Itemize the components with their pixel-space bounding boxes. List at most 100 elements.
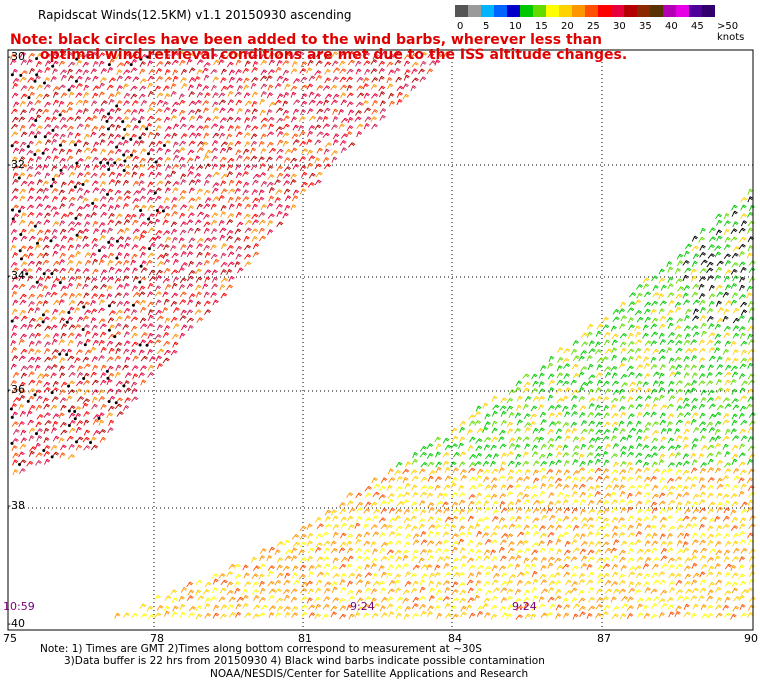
- wind-barb: [330, 84, 338, 91]
- wind-barb: [147, 115, 155, 122]
- wind-barb: [628, 571, 636, 578]
- wind-barb: [235, 253, 242, 260]
- wind-barb: [98, 429, 107, 435]
- wind-barb: [204, 117, 212, 123]
- wind-barb: [636, 556, 644, 563]
- wind-barb: [651, 515, 658, 522]
- wind-barb: [403, 54, 412, 60]
- wind-barb: [154, 235, 162, 242]
- wind-barb: [395, 525, 403, 531]
- wind-barb: [323, 148, 330, 155]
- wind-barb: [132, 355, 139, 362]
- wind-barb: [315, 579, 323, 586]
- contamination-dot: [74, 216, 78, 220]
- wind-barb: [706, 604, 714, 611]
- wind-barb: [627, 557, 635, 564]
- wind-barb: [83, 84, 90, 91]
- wind-barb: [556, 379, 564, 386]
- wind-barb: [228, 596, 236, 603]
- wind-barb: [691, 459, 698, 466]
- contamination-dot: [139, 57, 143, 61]
- wind-barb: [451, 515, 459, 522]
- wind-barb: [147, 227, 155, 234]
- wind-barb: [548, 514, 556, 521]
- wind-barb: [650, 388, 658, 395]
- wind-barb: [211, 573, 219, 579]
- wind-barb: [50, 283, 57, 290]
- wind-barb: [131, 325, 138, 332]
- wind-barb: [108, 133, 115, 140]
- wind-barb: [138, 349, 145, 356]
- wind-barb: [339, 140, 347, 146]
- wind-barb: [67, 389, 76, 395]
- wind-barb: [684, 420, 691, 427]
- wind-barb: [34, 364, 41, 371]
- wind-barb: [42, 300, 49, 307]
- wind-barb: [539, 411, 547, 418]
- contamination-dot: [138, 343, 142, 347]
- wind-barb: [491, 427, 498, 434]
- wind-barb: [82, 436, 90, 443]
- wind-barb: [276, 172, 284, 179]
- wind-barb: [685, 476, 692, 483]
- wind-barb: [188, 91, 195, 98]
- wind-barb: [171, 333, 179, 340]
- wind-barb: [34, 323, 42, 329]
- wind-barb: [290, 157, 298, 164]
- lon-label: 87: [597, 632, 611, 645]
- wind-barb: [74, 164, 81, 171]
- wind-barb: [116, 301, 124, 307]
- wind-barb: [314, 564, 322, 570]
- wind-barb: [212, 76, 219, 83]
- wind-barb: [170, 349, 178, 356]
- wind-barb: [731, 371, 739, 378]
- wind-barb: [20, 109, 27, 116]
- wind-barb: [611, 555, 619, 561]
- wind-barb: [602, 500, 610, 506]
- wind-barb: [419, 76, 427, 83]
- wind-barb: [284, 572, 291, 579]
- wind-barb: [339, 68, 347, 74]
- wind-barb: [364, 492, 372, 499]
- wind-barb: [157, 260, 165, 267]
- wind-barb: [499, 500, 506, 508]
- wind-barb: [322, 613, 329, 620]
- wind-barb: [364, 580, 371, 587]
- wind-barb: [658, 500, 666, 506]
- wind-barb: [724, 340, 732, 347]
- wind-barb: [482, 460, 490, 467]
- wind-barb: [218, 125, 225, 132]
- wind-barb: [741, 508, 748, 515]
- wind-barb: [620, 411, 627, 418]
- wind-barb: [188, 132, 196, 138]
- wind-barb: [379, 91, 386, 98]
- wind-barb: [130, 117, 137, 123]
- wind-barb: [108, 310, 116, 316]
- wind-barb: [92, 187, 100, 193]
- wind-barb: [482, 402, 489, 409]
- wind-barb: [34, 332, 42, 339]
- wind-barb: [548, 421, 556, 427]
- wind-barb: [314, 547, 322, 553]
- wind-barb: [452, 467, 459, 474]
- wind-barb: [196, 317, 204, 323]
- wind-barb: [523, 570, 530, 577]
- wind-barb: [562, 531, 569, 538]
- wind-barb: [276, 221, 284, 228]
- wind-barb: [379, 605, 386, 612]
- wind-barb: [412, 564, 420, 571]
- wind-barb: [627, 371, 635, 378]
- wind-barb: [292, 163, 300, 170]
- wind-barb: [634, 347, 642, 354]
- wind-barb: [218, 195, 225, 202]
- wind-barb: [163, 107, 171, 113]
- wind-barb: [412, 491, 419, 498]
- wind-barb: [619, 332, 628, 339]
- wind-barb: [603, 429, 611, 435]
- wind-barb: [459, 589, 467, 596]
- wind-barb: [188, 237, 196, 244]
- wind-barb: [242, 148, 250, 155]
- wind-barb: [690, 418, 697, 425]
- wind-barb: [644, 301, 652, 308]
- wind-barb: [739, 594, 745, 601]
